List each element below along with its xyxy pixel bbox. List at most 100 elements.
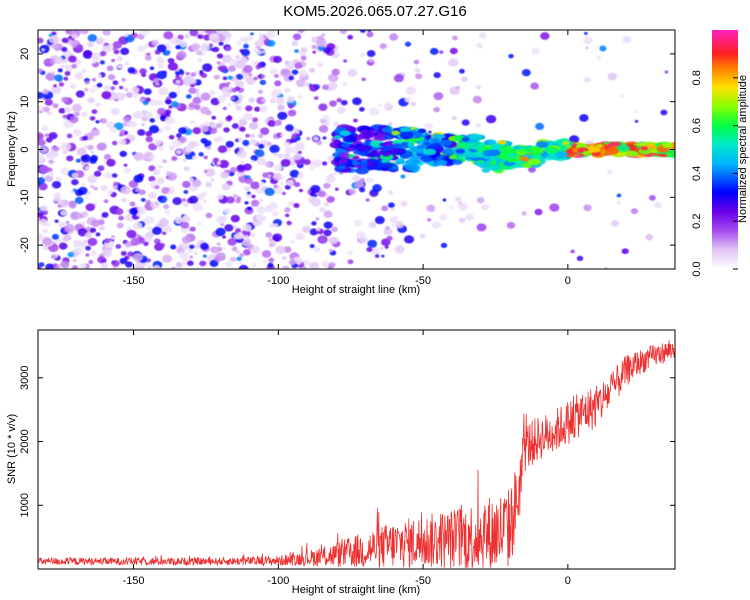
spectrogram-noise-blob (110, 127, 118, 134)
spectrogram-noise-blob (121, 197, 127, 203)
spectrogram-noise-blob (90, 227, 97, 233)
colorbar-tick-label: 0.8 (691, 70, 703, 85)
spectrogram-noise-blob (133, 174, 144, 183)
spectrogram-noise-blob (426, 204, 436, 213)
spectrogram-noise-blob (112, 184, 119, 190)
spectrogram-noise-blob (81, 68, 87, 74)
spectrogram-noise-blob (267, 174, 272, 178)
spectrogram-noise-blob (433, 72, 441, 79)
spectrogram-noise-blob (248, 97, 256, 103)
spectrogram-noise-blob (44, 175, 54, 183)
spectrogram-noise-blob (71, 179, 79, 186)
spectrogram-noise-blob (280, 133, 285, 137)
spectrogram-noise-blob (38, 37, 44, 44)
spectrogram-noise-blob (84, 194, 90, 199)
spectrogram-noise-blob (47, 171, 55, 177)
spectrogram-noise-blob (104, 238, 111, 244)
spectrogram-noise-blob (218, 41, 224, 46)
spectrogram-noise-blob (236, 150, 247, 159)
spectrogram-noise-blob (141, 110, 147, 115)
spectrogram-noise-blob (114, 208, 124, 216)
spectrogram-noise-blob (72, 239, 83, 248)
spectrogram-noise-blob (145, 136, 154, 143)
spectrogram-noise-blob (225, 46, 232, 52)
spectrogram-noise-blob (236, 256, 242, 261)
spectrogram-noise-blob (326, 195, 335, 203)
spectrogram-noise-blob (388, 122, 393, 126)
spectrogram-noise-blob (79, 263, 87, 269)
spectrogram-noise-blob (249, 133, 255, 138)
spectrogram-noise-blob (316, 38, 327, 48)
spectrogram-noise-blob (596, 55, 602, 60)
spectrogram-noise-blob (389, 215, 399, 224)
spectrogram-noise-blob (235, 55, 241, 60)
spectrogram-noise-blob (284, 146, 294, 154)
spectrogram-signal-blob (381, 167, 389, 172)
spectrogram-noise-blob (57, 68, 63, 73)
spectrogram-noise-blob (521, 69, 531, 77)
spectrogram-noise-blob (51, 233, 60, 240)
spectrogram-signal-blob (357, 144, 373, 153)
spectrogram-noise-blob (75, 158, 81, 163)
spectrogram-noise-blob (229, 256, 236, 263)
spectrogram-noise-blob (187, 248, 193, 253)
spectrogram-noise-blob (273, 55, 282, 64)
spectrogram-noise-blob (177, 85, 182, 90)
spectrogram-noise-blob (163, 31, 174, 40)
spectrogram-noise-blob (403, 235, 415, 244)
spectrogram-noise-blob (230, 96, 236, 101)
spectrogram-noise-blob (69, 122, 75, 127)
spectrogram-noise-blob (456, 86, 460, 90)
spectrogram-noise-blob (200, 242, 209, 250)
spectrogram-noise-blob (217, 145, 228, 153)
spectrogram-noise-blob (148, 165, 156, 172)
colorbar-label: Normalized spectral amplitude (737, 75, 749, 223)
spectrogram-noise-blob (454, 196, 462, 202)
spectrogram-noise-blob (622, 36, 631, 42)
spectrogram-noise-blob (119, 139, 127, 146)
spectrogram-noise-blob (531, 47, 540, 55)
spectrogram-signal-blob (370, 149, 378, 154)
spectrogram-noise-blob (521, 211, 527, 216)
spectrogram-noise-blob (332, 120, 340, 127)
spectrogram-noise-blob (653, 202, 662, 209)
spec-y-tick-label: -20 (19, 237, 31, 253)
spectrogram-noise-blob (205, 212, 213, 219)
spectrogram-noise-blob (287, 103, 294, 109)
spectrogram-noise-blob (48, 132, 58, 140)
spectrogram-noise-blob (286, 220, 292, 226)
spectrogram-noise-blob (288, 259, 296, 266)
spectrogram-noise-blob (332, 171, 338, 176)
spectrogram-noise-blob (153, 139, 162, 146)
spectrogram-noise-blob (46, 111, 53, 116)
spectrogram-noise-blob (106, 158, 116, 167)
spectrogram-noise-blob (340, 99, 348, 106)
spectrogram-noise-blob (76, 44, 83, 50)
spectrogram-noise-blob (251, 194, 256, 199)
spectrogram-noise-blob (269, 68, 278, 75)
spectrogram-noise-blob (45, 263, 54, 269)
spectrogram-noise-blob (282, 256, 287, 260)
spectrogram-signal-blob (488, 164, 500, 171)
spectrogram-signal-blob (381, 126, 393, 133)
spectrogram-signal-blob (596, 144, 603, 148)
spectrogram-noise-blob (308, 196, 318, 204)
spectrogram-noise-blob (414, 68, 421, 73)
spectrogram-noise-blob (89, 88, 96, 94)
spectrogram-noise-blob (664, 70, 669, 74)
snr-x-tick-label: -100 (267, 575, 289, 587)
spectrogram-noise-blob (200, 43, 211, 52)
spectrogram-noise-blob (255, 186, 265, 195)
spectrogram-noise-blob (75, 90, 85, 98)
spectrogram-noise-blob (172, 197, 182, 205)
spectrogram-signal-blob (446, 149, 455, 154)
spectrogram-noise-blob (245, 133, 251, 138)
spectrogram-noise-blob (259, 105, 268, 113)
spectrogram-noise-blob (162, 159, 168, 164)
spectrogram-noise-blob (384, 102, 392, 108)
spectrogram-noise-blob (189, 119, 196, 125)
spectrogram-noise-blob (238, 146, 245, 152)
spectrogram-noise-blob (385, 225, 390, 230)
spectrogram-noise-blob (413, 59, 420, 65)
spectrogram-noise-blob (62, 149, 69, 155)
